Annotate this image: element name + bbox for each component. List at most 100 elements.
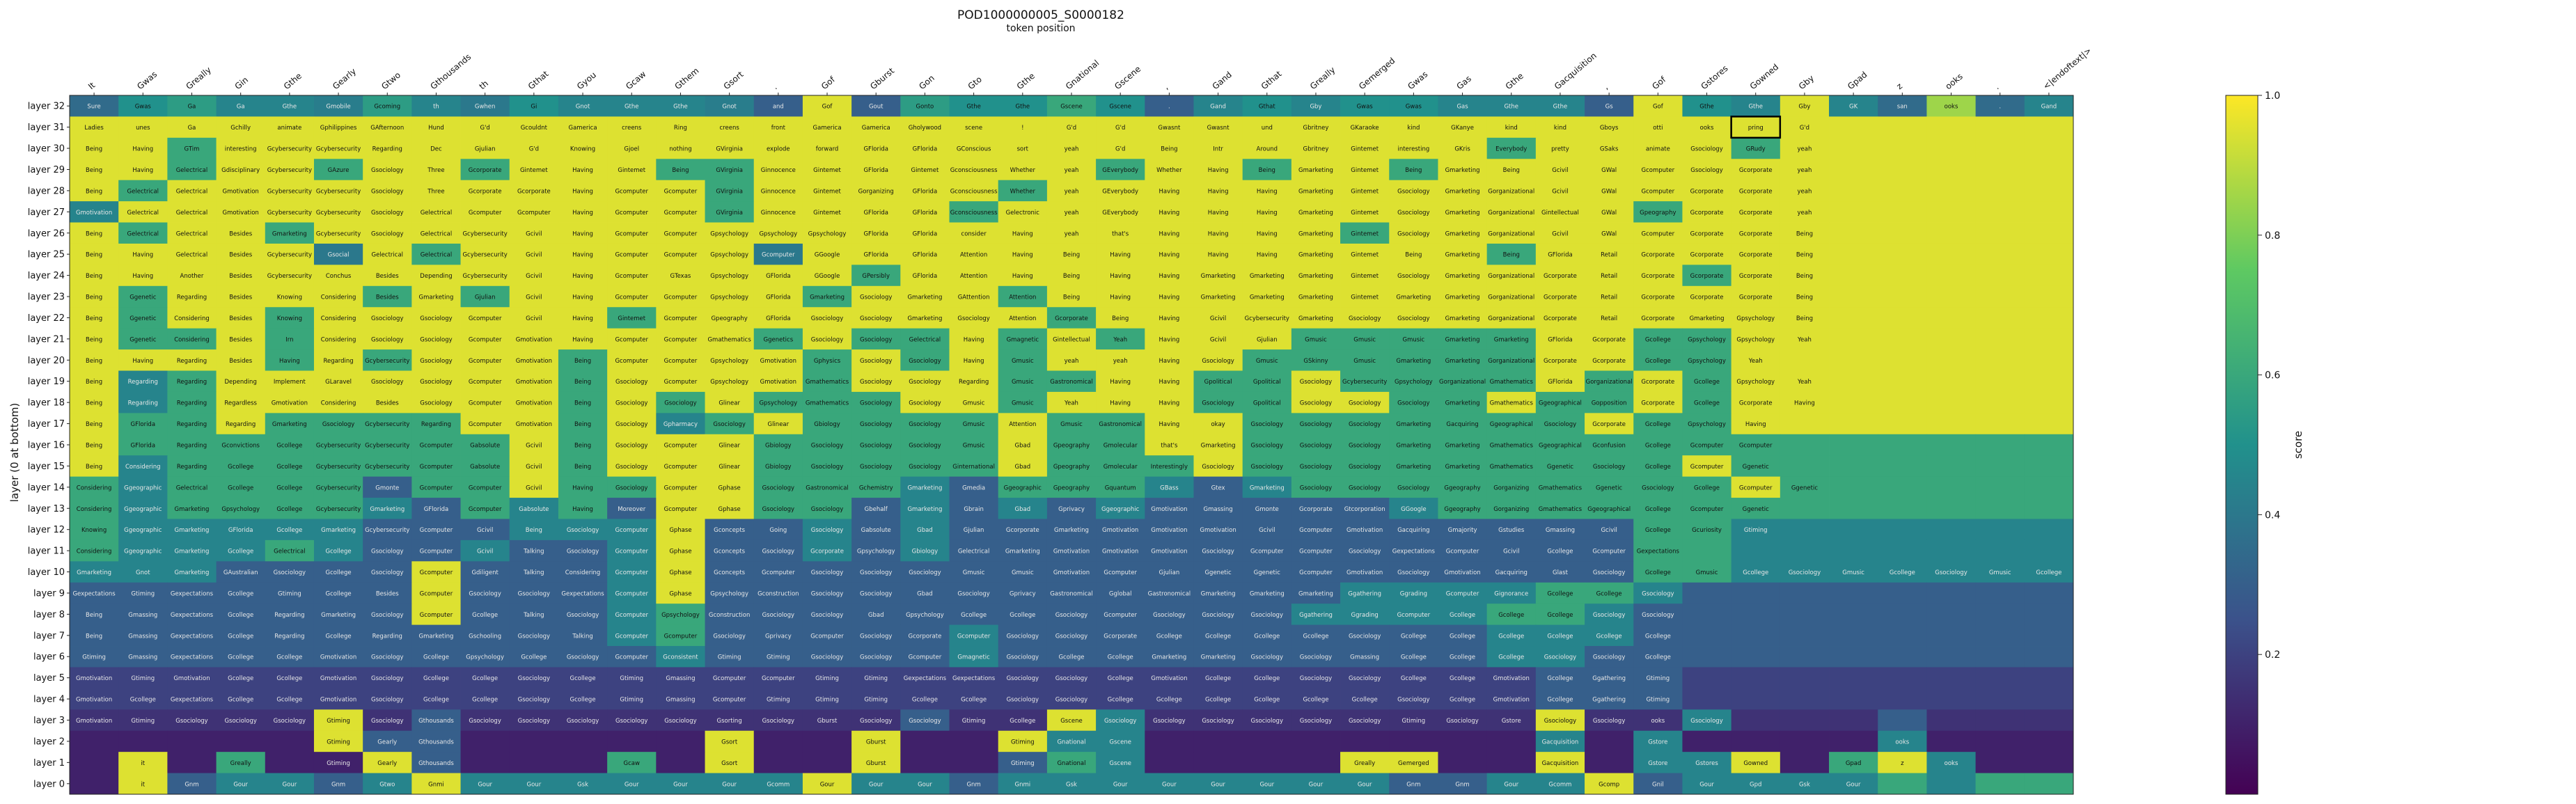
heatmap-cell — [900, 667, 950, 689]
heatmap-cell — [900, 476, 950, 498]
cell-label: Besides — [229, 315, 252, 322]
cell-label: Gmotivation — [320, 654, 356, 661]
heatmap-cell — [1096, 391, 1145, 413]
heatmap-cell — [1829, 752, 1878, 773]
heatmap-cell — [607, 285, 657, 308]
heatmap-cell — [460, 730, 510, 752]
y-tick-label: layer 22 — [28, 313, 65, 324]
cell-label: Gnm — [184, 781, 198, 788]
cell-label: Gsociology — [1202, 464, 1234, 471]
cell-label: Gour — [283, 781, 297, 788]
heatmap-cell — [1096, 604, 1145, 626]
heatmap-cell — [1926, 539, 1977, 562]
cell-label: GGoogle — [815, 252, 840, 259]
heatmap-cell — [1096, 243, 1145, 265]
cell-label: Gsociology — [1642, 612, 1674, 619]
heatmap-cell — [1780, 624, 1830, 647]
cell-label: Gintemet — [1351, 252, 1379, 259]
heatmap-cell — [1585, 498, 1634, 519]
heatmap-cell — [998, 519, 1048, 541]
heatmap-cell — [1486, 243, 1537, 265]
y-tick-label: layer 21 — [28, 334, 65, 345]
cell-label: Gcollege — [228, 590, 253, 597]
heatmap-cell — [656, 328, 705, 350]
cell-label: GFlorida — [766, 273, 791, 280]
cell-label: Gsociology — [1397, 400, 1429, 407]
cell-label: Gmarketing — [1298, 590, 1333, 597]
cell-label: Gbad — [917, 590, 933, 597]
cell-label: Gtiming — [82, 654, 106, 661]
heatmap-cell — [1878, 476, 1927, 498]
heatmap-cell — [70, 688, 119, 710]
cell-label: Gcorporate — [1641, 400, 1674, 407]
cell-label: Being — [86, 443, 102, 450]
heatmap-cell — [607, 476, 657, 498]
heatmap-cell — [1975, 667, 2025, 689]
cell-label: Gcollege — [1596, 590, 1622, 597]
heatmap-cell — [167, 582, 217, 604]
heatmap-cell — [1291, 201, 1341, 223]
cell-label: Gmotivation — [1102, 549, 1138, 555]
heatmap-cell — [1145, 180, 1194, 202]
cell-label: Gcomputer — [664, 484, 698, 491]
heatmap-cell — [1389, 561, 1438, 583]
cell-label: Gcollege — [276, 697, 302, 704]
heatmap-cell — [802, 222, 852, 244]
heatmap-cell — [1829, 646, 1878, 668]
heatmap-cell — [2024, 370, 2074, 393]
cell-label: Gsociology — [1104, 718, 1136, 725]
cell-label: Gsociology — [1397, 188, 1429, 195]
cell-label: Gsociology — [1397, 697, 1429, 704]
heatmap-cell — [753, 752, 803, 773]
cell-label: Gsociology — [1202, 400, 1234, 407]
cell-label: Gsociology — [615, 718, 647, 725]
cell-label: Gsociology — [1300, 675, 1332, 682]
cell-label: Gmarketing — [1201, 294, 1236, 301]
heatmap-cell — [998, 498, 1048, 519]
y-tick-label: layer 26 — [28, 228, 65, 239]
heatmap-cell — [607, 667, 657, 689]
cell-label: Having — [1159, 400, 1179, 407]
heatmap-cell — [509, 95, 559, 117]
heatmap-cell — [216, 391, 266, 413]
heatmap-cell — [998, 349, 1048, 371]
cell-label: Gsociology — [1202, 612, 1234, 619]
heatmap-cell — [705, 285, 755, 308]
heatmap-cell — [851, 413, 901, 435]
cell-label: Gintemet — [1351, 230, 1379, 237]
heatmap-cell — [118, 222, 168, 244]
cell-label: Gnational — [1057, 760, 1085, 767]
cell-label: Besides — [229, 336, 252, 343]
cell-label: Gsociology — [811, 336, 843, 343]
heatmap-cell — [2024, 709, 2074, 732]
heatmap-cell — [900, 370, 950, 393]
heatmap-cell — [558, 519, 608, 541]
heatmap-cell — [509, 285, 559, 308]
cell-label: Gcorporate — [1690, 294, 1724, 301]
cell-label: Having — [572, 273, 593, 280]
cell-label: Gcollege — [1645, 443, 1671, 450]
colorbar-tick-label: 1.0 — [2265, 90, 2280, 102]
cell-label: that's — [1161, 443, 1178, 450]
heatmap-cell — [1046, 413, 1097, 435]
heatmap-cell — [753, 498, 803, 519]
cell-label: Gelectrical — [274, 549, 306, 555]
heatmap-cell — [2024, 667, 2074, 689]
cell-label: Gphase — [718, 506, 741, 513]
cell-label: Gnmi — [1014, 781, 1030, 788]
heatmap-cell — [118, 498, 168, 519]
cell-label: Ggathering — [1299, 612, 1333, 619]
heatmap-cell — [1291, 413, 1341, 435]
cell-label: Gmedia — [962, 484, 985, 491]
heatmap-cell — [1291, 455, 1341, 478]
heatmap-cell — [1926, 773, 1977, 795]
heatmap-cell — [265, 265, 315, 287]
cell-label: Being — [86, 146, 102, 153]
cell-label: Gcomputer — [615, 590, 648, 597]
cell-label: Gsociology — [1690, 167, 1722, 174]
cell-label: Gcomputer — [664, 294, 698, 301]
cell-label: Gboys — [1600, 125, 1619, 132]
heatmap-cell — [1242, 285, 1292, 308]
heatmap-cell — [216, 667, 266, 689]
heatmap-cell — [2024, 730, 2074, 752]
